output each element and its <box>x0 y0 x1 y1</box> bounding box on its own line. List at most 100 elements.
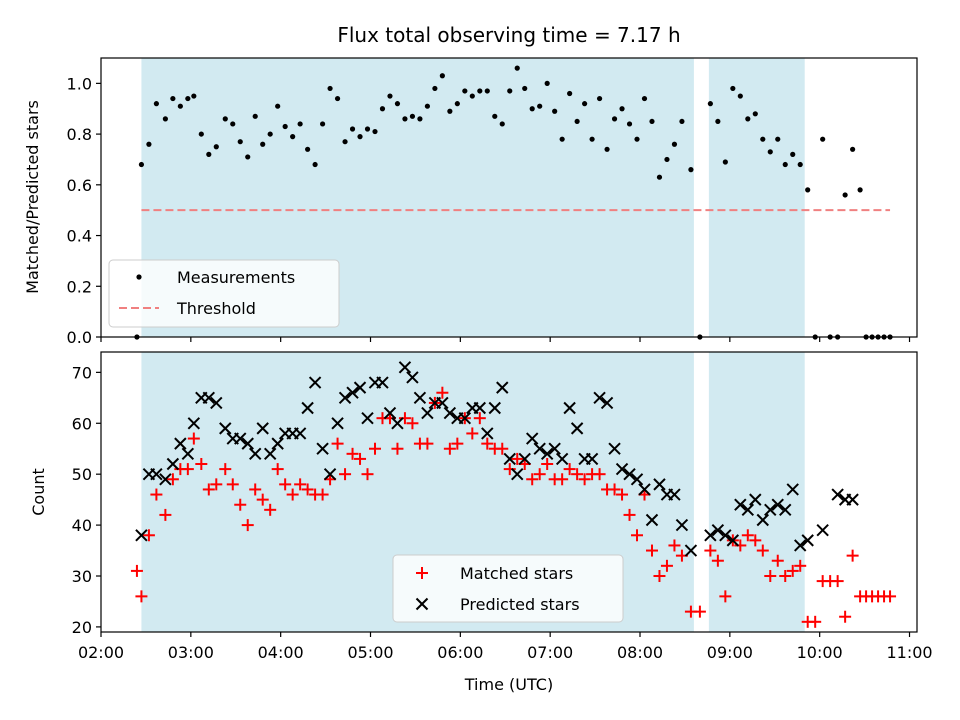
matched-star-point <box>660 559 673 572</box>
measurement-point <box>589 136 595 142</box>
measurement-point <box>245 154 251 160</box>
measurement-point <box>850 146 856 152</box>
measurement-point <box>820 136 826 142</box>
predicted-star-point <box>331 417 344 430</box>
measurement-point <box>402 116 408 122</box>
predicted-star-point <box>518 452 531 466</box>
predicted-star-point <box>316 442 329 455</box>
measurement-point <box>805 187 811 193</box>
top-y-tick-label: 1.0 <box>67 74 92 93</box>
bottom-x-tick-label: 08:00 <box>617 643 663 662</box>
matched-star-point <box>187 432 200 445</box>
predicted-star-point <box>623 467 636 481</box>
matched-star-point <box>294 478 307 491</box>
measurement-point <box>267 131 273 137</box>
measurement-point <box>499 121 505 127</box>
measurement-point <box>387 93 393 99</box>
measurement-point <box>842 192 848 198</box>
measurement-point <box>522 85 528 92</box>
measurement-point <box>537 103 543 109</box>
measurement-point <box>619 106 625 112</box>
predicted-star-point <box>653 478 666 491</box>
legend-predicted-marker <box>415 597 429 611</box>
matched-star-point <box>181 463 194 476</box>
predicted-star-point <box>338 391 352 405</box>
top-legend-box <box>108 259 340 328</box>
matched-star-point <box>398 412 411 425</box>
predicted-star-point <box>771 498 784 511</box>
matched-star-point <box>481 437 494 450</box>
measurement-point <box>664 156 670 163</box>
measurement-point <box>574 118 580 125</box>
measurement-point <box>222 116 228 122</box>
measurement-point <box>688 167 694 173</box>
measurement-point <box>454 101 460 107</box>
predicted-star-point <box>704 529 717 542</box>
matched-star-point <box>159 508 172 521</box>
matched-star-point <box>219 463 232 476</box>
predicted-star-point <box>166 457 180 471</box>
measurement-point <box>559 136 565 142</box>
measurement-point <box>737 93 743 99</box>
matched-star-point <box>526 473 539 486</box>
predicted-star-point <box>187 417 201 430</box>
matched-star-point <box>831 575 844 588</box>
matched-star-point <box>533 468 546 481</box>
matched-star-point <box>616 488 629 501</box>
predicted-star-point <box>263 447 277 461</box>
top-y-tick-label: 0.4 <box>67 227 92 246</box>
predicted-star-point <box>256 422 269 435</box>
predicted-star-point <box>831 488 844 501</box>
measurement-point <box>544 80 550 86</box>
bottom-x-tick-label: 04:00 <box>258 643 304 662</box>
measurement-point <box>797 161 803 168</box>
measurement-point <box>507 88 513 94</box>
predicted-star-point <box>668 488 681 501</box>
predicted-star-point <box>458 411 472 425</box>
measurement-point <box>679 118 685 125</box>
matched-star-point <box>443 442 456 455</box>
measurement-point <box>611 116 618 122</box>
predicted-star-point <box>526 432 539 445</box>
legend-matched-label: Matched stars <box>460 564 573 583</box>
matched-star-point <box>150 488 163 501</box>
matched-star-point <box>571 468 584 481</box>
measurement-point <box>379 106 386 112</box>
top-observing-span <box>708 58 805 337</box>
bottom-y-axis-label: Count <box>29 468 48 516</box>
measurement-point <box>364 126 371 132</box>
matched-star-point <box>368 442 381 455</box>
predicted-star-point <box>436 396 449 410</box>
measurement-point <box>552 108 558 114</box>
matched-star-point <box>473 412 486 425</box>
top-y-axis-label: Matched/Predicted stars <box>23 100 42 294</box>
measurement-point <box>745 116 751 122</box>
predicted-star-point <box>555 452 569 466</box>
predicted-star-point <box>726 534 740 547</box>
predicted-star-point <box>443 406 457 420</box>
matched-star-point <box>361 468 374 481</box>
matched-star-point <box>771 554 784 567</box>
predicted-star-point <box>421 406 434 420</box>
top-y-tick-label: 0.6 <box>67 176 92 195</box>
bottom-observing-span <box>708 352 805 632</box>
measurement-point <box>252 113 258 119</box>
matched-star-point <box>142 529 155 542</box>
measurement-point <box>424 103 430 109</box>
predicted-star-point <box>503 452 516 466</box>
matched-star-point <box>884 590 897 603</box>
predicted-star-point <box>488 401 501 415</box>
measurement-point <box>432 85 438 92</box>
matched-star-point <box>631 529 644 542</box>
matched-star-point <box>741 529 754 542</box>
predicted-star-point <box>301 401 314 415</box>
predicted-star-point <box>608 442 621 455</box>
predicted-star-point <box>473 401 487 415</box>
matched-star-point <box>354 452 367 465</box>
predicted-star-point <box>376 376 389 389</box>
predicted-star-point <box>615 462 629 476</box>
measurement-point <box>641 95 648 102</box>
matched-star-point <box>764 570 777 582</box>
predicted-star-point <box>346 386 359 399</box>
measurement-point <box>671 141 678 147</box>
